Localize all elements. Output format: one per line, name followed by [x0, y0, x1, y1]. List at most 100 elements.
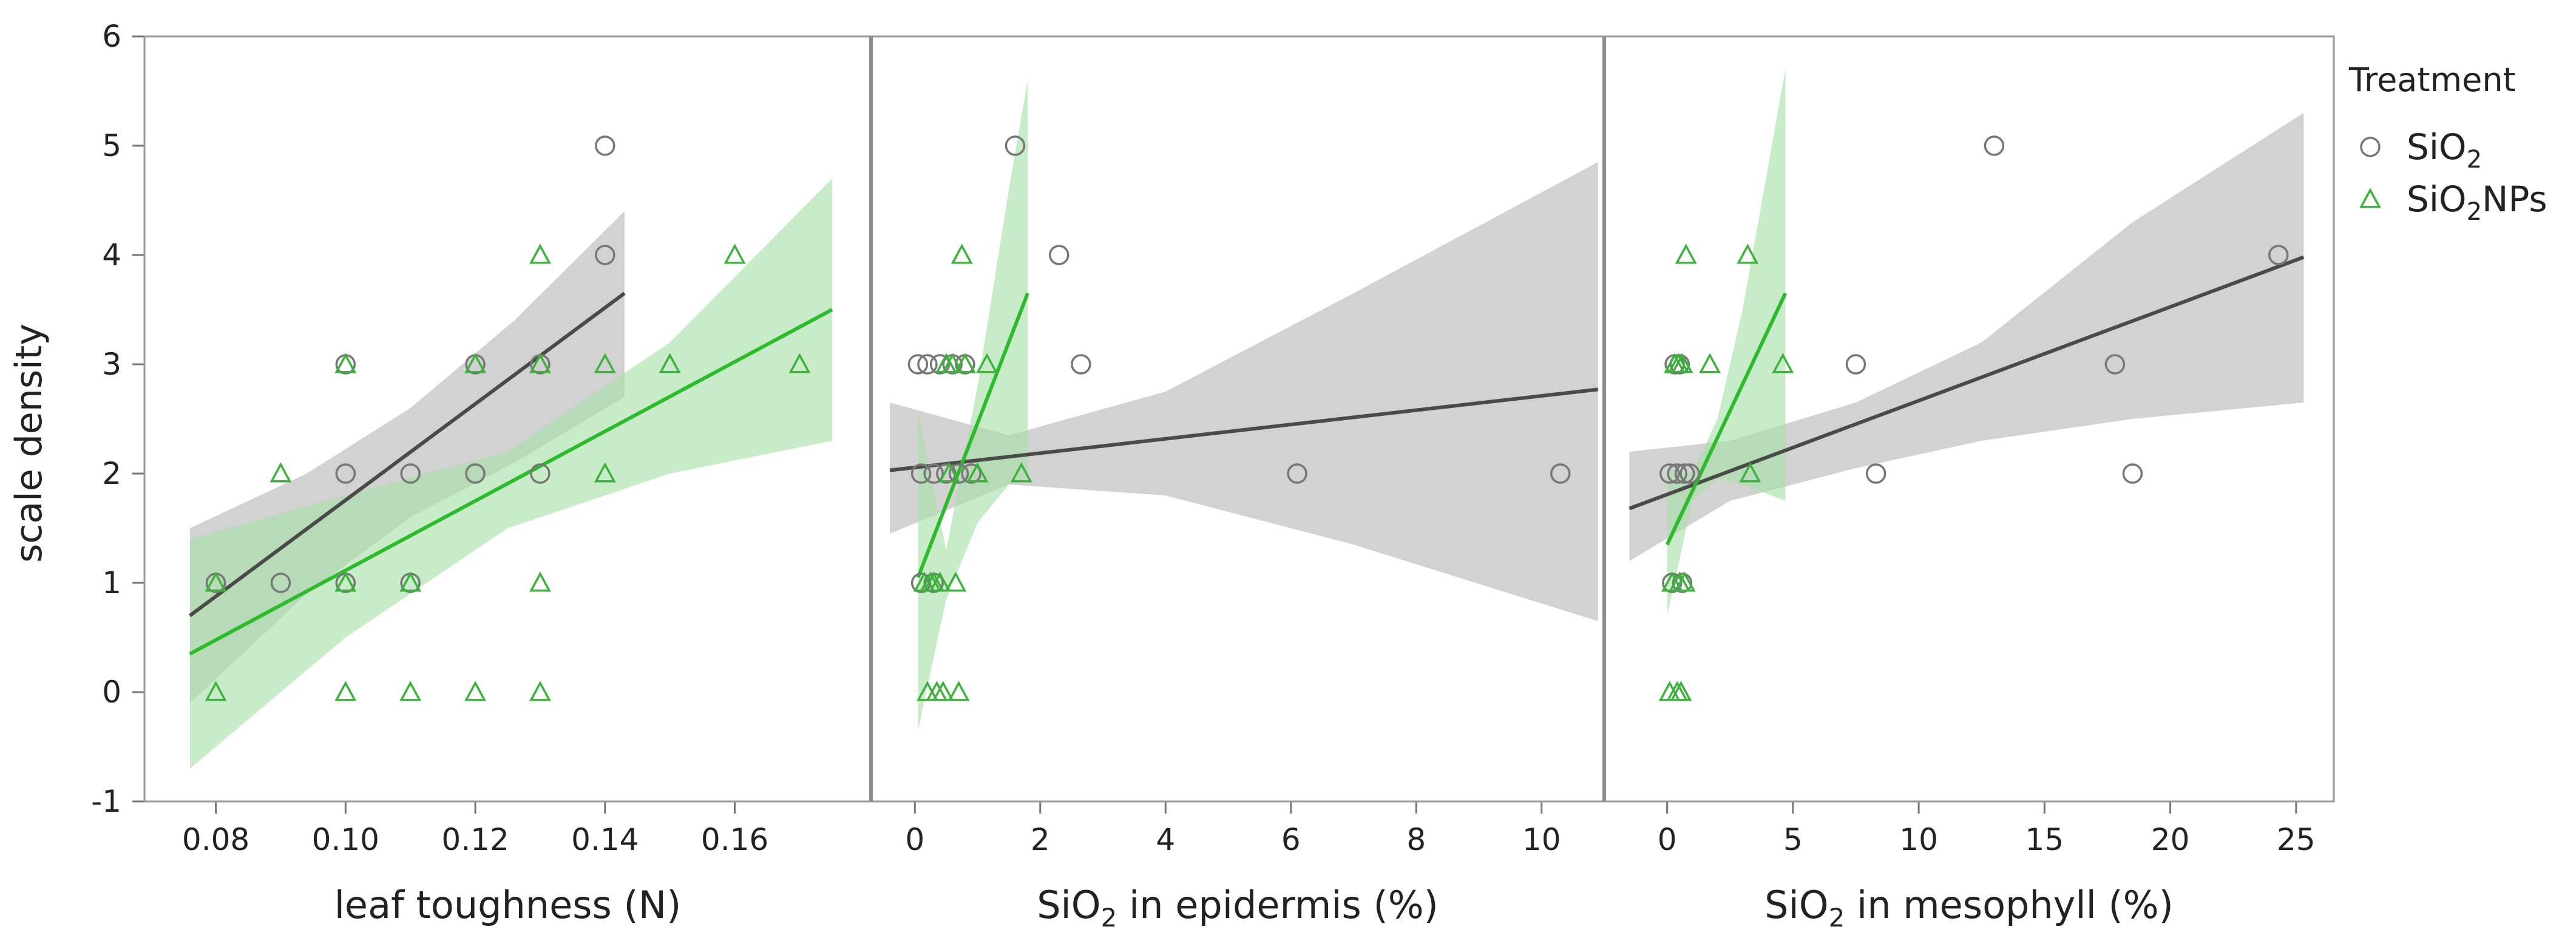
data-point-sio2: [465, 463, 486, 484]
x-tick-label: 10: [1899, 822, 1938, 857]
data-point-sio2: [948, 463, 969, 484]
data-point-sio2: [595, 245, 615, 265]
data-point-sio2: [335, 463, 356, 484]
data-point-sio2nps: [1772, 353, 1794, 373]
data-point-sio2nps: [399, 571, 422, 592]
y-tick-label: 5: [102, 128, 121, 163]
y-tick-label: 2: [102, 456, 121, 491]
x-tick-label: 0.16: [701, 822, 768, 857]
data-point-sio2: [1674, 463, 1695, 484]
data-point-sio2: [1667, 463, 1687, 484]
fit-line-sio2nps: [916, 292, 1029, 579]
data-point-sio2nps: [1010, 462, 1032, 483]
data-point-sio2: [2122, 463, 2143, 484]
x-tick-label: 0: [905, 822, 924, 857]
y-tick-label: 3: [102, 347, 121, 382]
fit-line-sio2: [1629, 255, 2305, 511]
y-axis: -1 0 1 2 3 4 5 6: [91, 19, 144, 819]
x-tick-label: 25: [2277, 822, 2316, 857]
x-axis-label-mesophyll: SiO2 in mesophyll (%): [1764, 883, 2174, 933]
fit-line-sio2: [889, 387, 1599, 472]
x-axis-label-text: in mesophyll (%): [1845, 883, 2174, 927]
y-tick-label: -1: [91, 784, 121, 819]
data-point-sio2: [1845, 354, 1866, 375]
data-point-sio2: [1048, 245, 1069, 265]
data-point-sio2: [961, 463, 981, 484]
legend-label-text: SiO: [2407, 126, 2467, 168]
data-point-sio2nps: [529, 353, 551, 373]
data-point-sio2nps: [529, 681, 551, 701]
data-point-sio2: [929, 354, 951, 375]
legend-label: SiO2NPs: [2407, 178, 2547, 226]
legend-label-subscript: 2: [2467, 198, 2482, 226]
data-point-sio2: [1659, 463, 1680, 484]
data-point-sio2nps: [788, 353, 811, 373]
y-axis-label: scale density: [8, 324, 50, 563]
data-point-sio2nps: [1673, 571, 1696, 592]
fit-line-sio2nps: [189, 308, 833, 656]
data-point-sio2: [1550, 463, 1571, 484]
data-point-sio2: [270, 573, 291, 593]
legend-label-subscript: 2: [2467, 146, 2482, 174]
x-axis-label-epidermis: SiO2 in epidermis (%): [1037, 883, 1439, 933]
data-point-sio2nps: [947, 681, 970, 701]
x-tick-label: 6: [1281, 822, 1301, 857]
panel-mesophyll: 0 5 10 15 20 25 SiO2 in mesophyll (%): [1604, 69, 2334, 933]
data-point-sio2nps: [464, 681, 486, 701]
x-tick-label: 0.10: [312, 822, 379, 857]
data-point-sio2: [1287, 463, 1307, 484]
data-point-sio2nps: [951, 243, 973, 264]
data-point-sio2nps: [464, 353, 486, 373]
x-tick-label: 0: [1658, 822, 1677, 857]
x-axis-label-text: SiO: [1764, 883, 1828, 927]
x-tick-label: 5: [1783, 822, 1803, 857]
x-tick-label: 0.14: [571, 822, 639, 857]
data-point-sio2nps: [269, 462, 292, 483]
data-point-sio2nps: [1739, 462, 1761, 483]
data-point-sio2nps: [205, 571, 227, 592]
data-point-sio2nps: [529, 243, 551, 264]
x-tick-label: 0.12: [441, 822, 509, 857]
data-point-sio2nps: [932, 681, 954, 701]
panels: 0.08 0.10 0.12 0.14 0.16 leaf toughness (N) 0 2…: [143, 35, 2335, 933]
data-point-sio2: [2268, 245, 2289, 265]
data-point-sio2nps: [205, 681, 227, 701]
legend-label-text: SiO: [2407, 178, 2467, 220]
panel-toughness: 0.08 0.10 0.12 0.14 0.16 leaf toughness (N): [144, 135, 871, 927]
data-point-sio2: [1071, 354, 1091, 375]
legend-title: Treatment: [2348, 61, 2516, 99]
data-point-sio2: [1672, 573, 1693, 593]
x-tick-label: 20: [2151, 822, 2190, 857]
x-axis-label-toughness: leaf toughness (N): [334, 883, 682, 927]
data-point-sio2: [917, 354, 938, 375]
data-point-sio2nps: [399, 681, 422, 701]
fit-line-sio2: [189, 291, 626, 617]
data-point-sio2: [955, 354, 975, 375]
data-point-sio2nps: [1671, 353, 1693, 373]
data-point-sio2: [923, 463, 944, 484]
x-tick-label: 15: [2025, 822, 2064, 857]
legend-marker-triangle: [2359, 188, 2381, 208]
data-point-sio2nps: [976, 353, 998, 373]
data-point-sio2nps: [938, 462, 960, 483]
x-tick-label: 2: [1031, 822, 1050, 857]
data-point-sio2nps: [334, 353, 357, 373]
data-point-sio2nps: [929, 571, 951, 592]
x-axis-label-text: leaf toughness (N): [334, 883, 682, 927]
data-point-sio2nps: [529, 571, 551, 592]
data-point-sio2nps: [954, 353, 976, 373]
data-point-sio2nps: [659, 353, 681, 373]
y-tick-label: 6: [102, 19, 121, 54]
data-point-sio2nps: [1675, 243, 1697, 264]
data-point-sio2: [2104, 354, 2126, 375]
data-point-sio2: [1679, 463, 1700, 484]
data-point-sio2nps: [944, 571, 967, 592]
data-point-sio2nps: [334, 681, 357, 701]
data-point-sio2nps: [941, 353, 964, 373]
data-point-sio2: [910, 463, 932, 484]
confidence-band-sio2nps: [189, 178, 832, 769]
data-point-sio2nps: [1699, 353, 1721, 373]
